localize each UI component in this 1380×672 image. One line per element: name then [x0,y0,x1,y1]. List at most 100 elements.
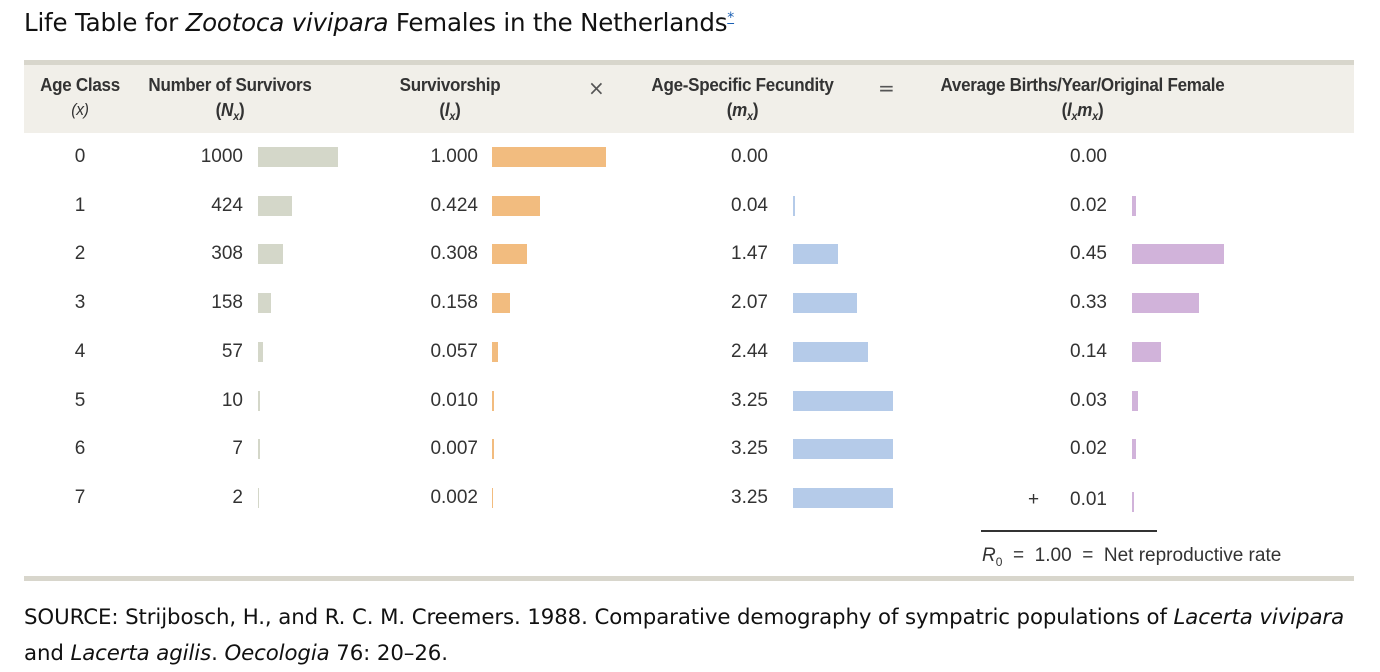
births-cell: 0.45 [1040,243,1107,265]
header-survivors-label: Number of Survivors [143,72,318,97]
births-bar [1132,342,1161,362]
fecundity-cell: 3.25 [700,438,768,460]
survivorship-cell: 0.158 [400,292,478,314]
age-class-cell: 0 [60,146,100,168]
survivorship-cell: 0.010 [400,390,478,412]
header-births-label: Average Births/Year/Original Female [928,72,1236,97]
age-class-cell: 4 [60,341,100,363]
title-prefix: Life Table for [24,8,186,37]
survivorship-bar [492,196,540,216]
fecundity-cell: 0.00 [700,146,768,168]
header-fecundity: Age-Specific Fecundity (mx) [639,72,846,129]
fecundity-cell: 2.07 [700,292,768,314]
survivorship-bar [492,391,494,411]
fecundity-bar [793,488,893,508]
survivorship-bar [492,342,498,362]
header-age-class-label: Age Class [34,72,126,97]
source-citation: SOURCE: Strijbosch, H., and R. C. M. Cre… [24,600,1354,672]
footnote-link[interactable]: * [727,10,734,26]
source-journal: Oecologia [224,641,329,666]
fecundity-cell: 2.44 [700,341,768,363]
header-survivorship-label: Survivorship [381,72,519,97]
net-reproductive-rate: R0 = 1.00 = Net reproductive rate [982,545,1281,569]
survivors-bar [258,342,263,362]
fecundity-cell: 0.04 [700,195,768,217]
survivorship-bar [492,439,494,459]
r0-subscript: 0 [996,555,1003,569]
equals-operator: = [878,76,895,100]
fecundity-cell: 3.25 [700,487,768,509]
age-class-cell: 6 [60,438,100,460]
fecundity-cell: 3.25 [700,390,768,412]
births-cell: 0.02 [1040,195,1107,217]
survivorship-cell: 0.424 [400,195,478,217]
r0-equals-2: = [1082,545,1093,566]
header-survivorship-sub: x [449,109,455,123]
source-text-1: SOURCE: Strijbosch, H., and R. C. M. Cre… [24,605,1174,630]
source-italic-2: Lacerta agilis [70,641,211,666]
header-births-symbol-m: m [1077,99,1092,120]
source-text-3: . [211,641,224,666]
survivors-cell: 1000 [180,146,243,168]
source-text-2: and [24,641,70,666]
age-class-cell: 7 [60,487,100,509]
births-bar [1132,391,1138,411]
r0-symbol: R [982,545,996,566]
survivorship-bar [492,147,606,167]
births-cell: 0.03 [1040,390,1107,412]
survivorship-cell: 0.002 [400,487,478,509]
table-title: Life Table for Zootoca vivipara Females … [24,8,734,37]
header-births-sub-m: x [1092,109,1098,123]
survivors-bar [258,391,260,411]
survivors-cell: 158 [180,292,243,314]
survivors-cell: 2 [180,487,243,509]
fecundity-bar [793,293,857,313]
survivorship-cell: 0.308 [400,243,478,265]
births-bar [1132,196,1136,216]
header-survivors-sub: x [233,109,239,123]
survivors-cell: 10 [180,390,243,412]
survivors-cell: 57 [180,341,243,363]
fecundity-bar [793,342,868,362]
title-suffix: Females in the Netherlands [388,8,727,37]
survivors-bar [258,293,271,313]
births-cell: 0.14 [1040,341,1107,363]
births-bar [1132,492,1134,512]
header-fecundity-symbol: m [732,99,747,120]
survivors-cell: 7 [180,438,243,460]
survivors-cell: 424 [180,195,243,217]
survivorship-bar [492,293,510,313]
title-species: Zootoca vivipara [186,8,389,37]
age-class-cell: 3 [60,292,100,314]
survivorship-bar [492,244,527,264]
times-operator: × [588,76,605,100]
sum-plus-sign: + [1028,489,1039,511]
births-bar [1132,439,1136,459]
r0-value: 1.00 [1035,545,1072,566]
survivors-bar [258,196,292,216]
header-survivorship: Survivorship (lx) [381,72,519,129]
age-class-cell: 2 [60,243,100,265]
survivors-cell: 308 [180,243,243,265]
fecundity-cell: 1.47 [700,243,768,265]
header-fecundity-label: Age-Specific Fecundity [639,72,846,97]
header-age-class-symbol: (x) [34,97,126,122]
r0-equals: = [1013,545,1024,566]
births-cell: 0.33 [1040,292,1107,314]
births-cell: 0.00 [1040,146,1107,168]
bottom-rule [24,576,1354,581]
survivors-bar [258,244,283,264]
births-cell: 0.01 [1040,489,1107,511]
age-class-cell: 5 [60,390,100,412]
r0-label: Net reproductive rate [1104,545,1281,566]
fecundity-bar [793,391,893,411]
source-italic-1: Lacerta vivipara [1174,605,1344,630]
survivorship-cell: 0.007 [400,438,478,460]
header-births: Average Births/Year/Original Female (lxm… [928,72,1236,129]
header-survivors-symbol: N [221,99,233,120]
header-age-class: Age Class (x) [34,72,126,122]
births-bar [1132,293,1199,313]
source-text-4: 76: 20–26. [330,641,448,666]
survivorship-cell: 0.057 [400,341,478,363]
header-survivors: Number of Survivors (Nx) [143,72,318,129]
